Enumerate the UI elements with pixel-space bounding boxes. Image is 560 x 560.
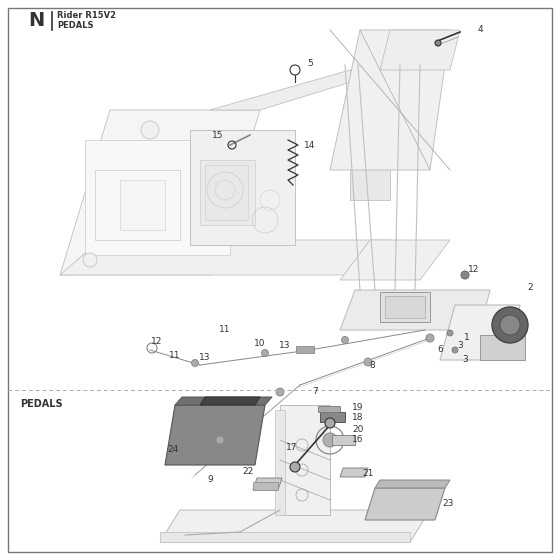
Polygon shape <box>160 532 410 542</box>
Text: 19: 19 <box>352 404 364 413</box>
Text: 20: 20 <box>352 424 363 433</box>
Text: Rider R15V2: Rider R15V2 <box>57 12 116 21</box>
Polygon shape <box>296 346 314 353</box>
Text: 12: 12 <box>468 265 480 274</box>
Polygon shape <box>95 170 180 240</box>
Circle shape <box>216 436 224 444</box>
Text: N: N <box>28 12 44 30</box>
Circle shape <box>323 433 337 447</box>
Polygon shape <box>85 140 230 255</box>
Text: 11: 11 <box>169 351 181 360</box>
Polygon shape <box>330 30 450 170</box>
Polygon shape <box>440 305 520 360</box>
Circle shape <box>447 330 453 336</box>
Polygon shape <box>318 406 340 412</box>
Circle shape <box>325 418 335 428</box>
Polygon shape <box>210 70 390 110</box>
Text: 5: 5 <box>307 58 313 68</box>
Circle shape <box>276 388 284 396</box>
Polygon shape <box>175 397 272 405</box>
Text: 4: 4 <box>477 26 483 35</box>
Text: 13: 13 <box>279 342 291 351</box>
Polygon shape <box>200 160 255 225</box>
Circle shape <box>141 121 159 139</box>
Text: 9: 9 <box>207 475 213 484</box>
Polygon shape <box>350 70 390 200</box>
Text: 18: 18 <box>352 413 364 422</box>
Polygon shape <box>340 468 368 477</box>
Text: 6: 6 <box>437 346 443 354</box>
Circle shape <box>290 462 300 472</box>
Polygon shape <box>332 435 355 445</box>
Polygon shape <box>365 488 445 520</box>
Polygon shape <box>205 165 248 220</box>
Polygon shape <box>340 240 450 280</box>
Polygon shape <box>190 130 295 245</box>
Text: 12: 12 <box>151 338 163 347</box>
Polygon shape <box>380 30 460 70</box>
Circle shape <box>83 253 97 267</box>
Text: 11: 11 <box>220 325 231 334</box>
Polygon shape <box>340 290 490 330</box>
Polygon shape <box>385 296 425 318</box>
Text: 21: 21 <box>362 469 374 478</box>
Polygon shape <box>280 405 330 515</box>
Text: 14: 14 <box>304 141 316 150</box>
Polygon shape <box>120 180 165 230</box>
Circle shape <box>492 307 528 343</box>
Circle shape <box>452 347 458 353</box>
Polygon shape <box>253 478 282 490</box>
Circle shape <box>461 271 469 279</box>
Text: 3: 3 <box>462 356 468 365</box>
Polygon shape <box>275 410 285 515</box>
Circle shape <box>342 337 348 343</box>
Text: PEDALS: PEDALS <box>57 21 94 30</box>
Polygon shape <box>480 335 525 360</box>
Text: 10: 10 <box>254 338 266 348</box>
Polygon shape <box>375 480 450 488</box>
Polygon shape <box>200 397 260 405</box>
Text: 13: 13 <box>199 353 211 362</box>
Polygon shape <box>60 240 390 275</box>
Text: PEDALS: PEDALS <box>20 399 63 409</box>
Text: 24: 24 <box>167 446 179 455</box>
Polygon shape <box>380 292 430 322</box>
Text: 3: 3 <box>457 340 463 349</box>
Text: 2: 2 <box>527 283 533 292</box>
Circle shape <box>364 358 372 366</box>
Polygon shape <box>320 412 345 422</box>
Circle shape <box>192 360 198 366</box>
Polygon shape <box>165 405 265 465</box>
Text: 22: 22 <box>242 468 254 477</box>
Circle shape <box>435 40 441 46</box>
Circle shape <box>262 349 268 357</box>
Text: 23: 23 <box>442 500 454 508</box>
Text: 17: 17 <box>286 442 298 451</box>
Polygon shape <box>160 510 430 542</box>
Polygon shape <box>253 482 278 490</box>
Circle shape <box>426 334 434 342</box>
Text: 7: 7 <box>312 388 318 396</box>
Text: 1: 1 <box>464 334 470 343</box>
Text: 8: 8 <box>369 361 375 370</box>
Text: 16: 16 <box>352 436 364 445</box>
Polygon shape <box>60 110 260 275</box>
Circle shape <box>223 173 237 187</box>
Circle shape <box>500 315 520 335</box>
Text: 15: 15 <box>212 130 224 139</box>
